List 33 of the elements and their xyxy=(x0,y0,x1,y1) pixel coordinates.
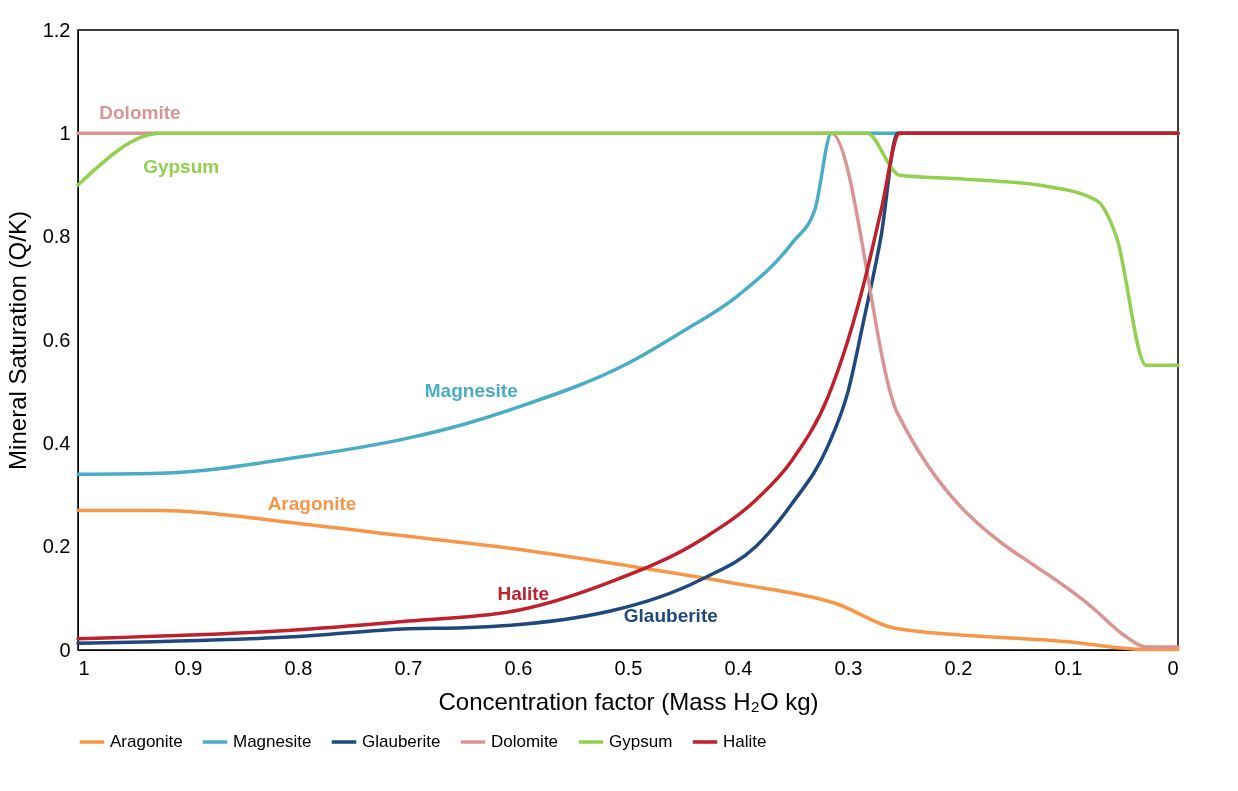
x-tick-label: 0.4 xyxy=(724,656,753,679)
x-axis-title: Concentration factor (Mass H₂O kg) xyxy=(438,687,819,715)
annotation: Magnesite xyxy=(424,380,518,402)
y-tick-label: 1 xyxy=(59,121,71,144)
x-tick-label: 0.8 xyxy=(284,656,313,679)
annotation: Halite xyxy=(497,582,550,604)
x-tick-label: 0.1 xyxy=(1054,656,1083,679)
y-tick-label: 0 xyxy=(59,638,71,661)
x-tick-label: 0.7 xyxy=(394,656,423,679)
x-tick-label: 0.9 xyxy=(174,656,203,679)
y-tick-label: 0.6 xyxy=(42,328,71,351)
y-tick-label: 0.2 xyxy=(42,535,71,558)
legend-label: Magnesite xyxy=(233,732,312,751)
annotation: Gypsum xyxy=(143,155,220,177)
legend-label: Glauberite xyxy=(362,732,441,751)
y-tick-label: 1.2 xyxy=(42,18,71,41)
x-tick-label: 0.2 xyxy=(944,656,973,679)
legend-label: Gypsum xyxy=(609,732,673,751)
line-series xyxy=(76,131,1180,368)
x-tick-label: 0 xyxy=(1167,656,1179,679)
y-tick-label: 0.4 xyxy=(42,431,71,454)
x-tick-label: 0.3 xyxy=(834,656,863,679)
annotation: Dolomite xyxy=(99,102,181,124)
x-tick-label: 0.5 xyxy=(614,656,643,679)
annotation: Aragonite xyxy=(267,492,357,514)
legend-label: Halite xyxy=(723,732,767,751)
y-axis-title: Mineral Saturation (Q/K) xyxy=(3,211,31,470)
x-tick-label: 0.6 xyxy=(504,656,533,679)
x-tick-label: 1 xyxy=(78,656,90,679)
legend-label: Dolomite xyxy=(491,732,559,751)
annotation: Glauberite xyxy=(623,605,718,627)
legend-label: Aragonite xyxy=(110,732,183,751)
y-tick-label: 0.8 xyxy=(42,225,71,248)
